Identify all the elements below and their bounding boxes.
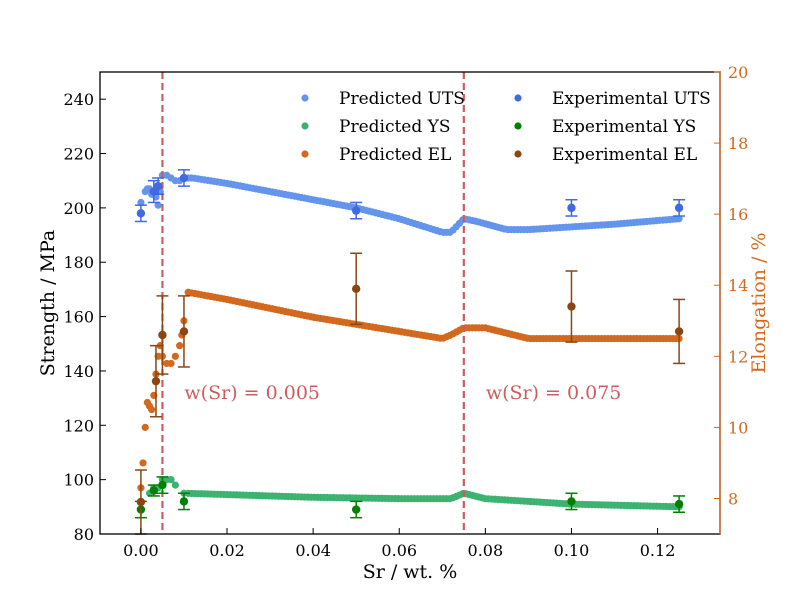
legend-marker bbox=[514, 122, 522, 130]
experimental-point bbox=[179, 173, 189, 183]
vline-label: w(Sr) = 0.005 bbox=[184, 382, 320, 404]
y-left-tick-label: 160 bbox=[63, 308, 94, 327]
legend-item: Predicted UTS bbox=[301, 89, 465, 109]
experimental-point bbox=[151, 376, 161, 386]
experimental-series-1 bbox=[134, 476, 686, 519]
x-tick-label: 0.04 bbox=[295, 541, 331, 560]
predicted-point bbox=[141, 423, 149, 431]
experimental-point bbox=[674, 327, 684, 336]
legend-item: Predicted YS bbox=[301, 117, 451, 137]
experimental-point bbox=[179, 327, 189, 336]
predicted-point bbox=[675, 215, 683, 223]
experimental-point bbox=[351, 505, 361, 514]
plot-frame bbox=[99, 71, 721, 535]
legend-item: Predicted EL bbox=[301, 145, 451, 165]
y-left-tick-label: 220 bbox=[63, 145, 94, 164]
legend-label: Experimental UTS bbox=[552, 89, 711, 109]
x-tick-label: 0.08 bbox=[468, 541, 504, 560]
y-left-tick-label: 200 bbox=[63, 199, 94, 218]
y-right-tick-label: 18 bbox=[728, 134, 748, 153]
predicted-series-0 bbox=[137, 171, 683, 236]
x-tick-label: 0.12 bbox=[640, 541, 676, 560]
y-left-tick-label: 240 bbox=[63, 90, 94, 109]
predicted-series-2 bbox=[137, 288, 683, 492]
x-tick-label: 0.00 bbox=[123, 541, 159, 560]
experimental-point bbox=[567, 203, 576, 213]
predicted-point bbox=[167, 359, 175, 368]
experimental-point bbox=[674, 499, 684, 509]
experimental-point bbox=[567, 302, 576, 311]
y-right-tick-label: 12 bbox=[728, 347, 748, 366]
vline-label: w(Sr) = 0.075 bbox=[486, 382, 622, 404]
experimental-point bbox=[149, 486, 159, 495]
legend-item: Experimental UTS bbox=[514, 89, 711, 109]
experimental-point bbox=[153, 181, 163, 191]
experimental-point bbox=[351, 206, 361, 215]
legend-label: Experimental EL bbox=[552, 145, 697, 165]
legend-marker bbox=[514, 94, 522, 102]
predicted-point bbox=[171, 481, 179, 489]
axes: 0.00 0.02 0.04 0.06 0.08 0.10 0.12 80 100 120 140 1… bbox=[63, 63, 748, 560]
experimental-point bbox=[158, 330, 167, 340]
x-tick-label: 0.10 bbox=[554, 541, 590, 560]
predicted-point bbox=[139, 459, 147, 467]
experimental-point bbox=[351, 284, 361, 293]
predicted-point bbox=[154, 201, 162, 209]
experimental-point bbox=[674, 203, 684, 213]
legend-item: Experimental EL bbox=[514, 145, 697, 165]
legend-marker bbox=[301, 122, 309, 130]
predicted-point bbox=[171, 352, 179, 360]
legend-label: Predicted YS bbox=[339, 117, 451, 137]
legend: Predicted UTS Experimental UTS Predicted Y… bbox=[301, 89, 711, 165]
y-left-tick-label: 80 bbox=[74, 525, 94, 544]
experimental-series-0 bbox=[134, 169, 686, 223]
experimental-series-2 bbox=[134, 252, 686, 535]
legend-marker bbox=[301, 94, 309, 102]
legend-label: Predicted UTS bbox=[339, 89, 465, 109]
legend-marker bbox=[301, 150, 309, 158]
legend-label: Experimental YS bbox=[552, 117, 696, 137]
experimental-point bbox=[567, 497, 576, 506]
y-left-tick-label: 140 bbox=[63, 362, 94, 381]
legend-item: Experimental YS bbox=[514, 117, 696, 137]
y-right-tick-label: 16 bbox=[728, 205, 748, 224]
y-left-tick-label: 120 bbox=[63, 416, 94, 435]
x-axis-label: Sr / wt. % bbox=[363, 561, 458, 583]
experimental-point bbox=[136, 209, 146, 218]
experimental-point bbox=[179, 497, 189, 506]
experimental-point bbox=[136, 497, 146, 507]
y-right-tick-label: 8 bbox=[728, 489, 738, 508]
plot-area: w(Sr) = 0.005 w(Sr) = 0.075 bbox=[134, 72, 686, 535]
legend-marker bbox=[514, 150, 522, 158]
legend-label: Predicted EL bbox=[339, 145, 451, 165]
y-right-tick-label: 20 bbox=[728, 63, 748, 82]
x-tick-label: 0.06 bbox=[381, 541, 417, 560]
predicted-point bbox=[176, 342, 184, 350]
y-axis-right-label: Elongation / % bbox=[748, 232, 770, 373]
predicted-point bbox=[137, 198, 145, 207]
predicted-series-1 bbox=[137, 476, 683, 511]
y-left-tick-label: 100 bbox=[63, 471, 94, 490]
y-right-tick-label: 10 bbox=[728, 418, 748, 437]
x-tick-label: 0.02 bbox=[209, 541, 245, 560]
y-right-tick-label: 14 bbox=[728, 276, 748, 295]
y-left-tick-label: 180 bbox=[63, 253, 94, 272]
experimental-point bbox=[158, 480, 167, 490]
predicted-point bbox=[167, 476, 175, 484]
predicted-point bbox=[148, 406, 156, 414]
y-axis-left-label: Strength / MPa bbox=[37, 230, 59, 376]
